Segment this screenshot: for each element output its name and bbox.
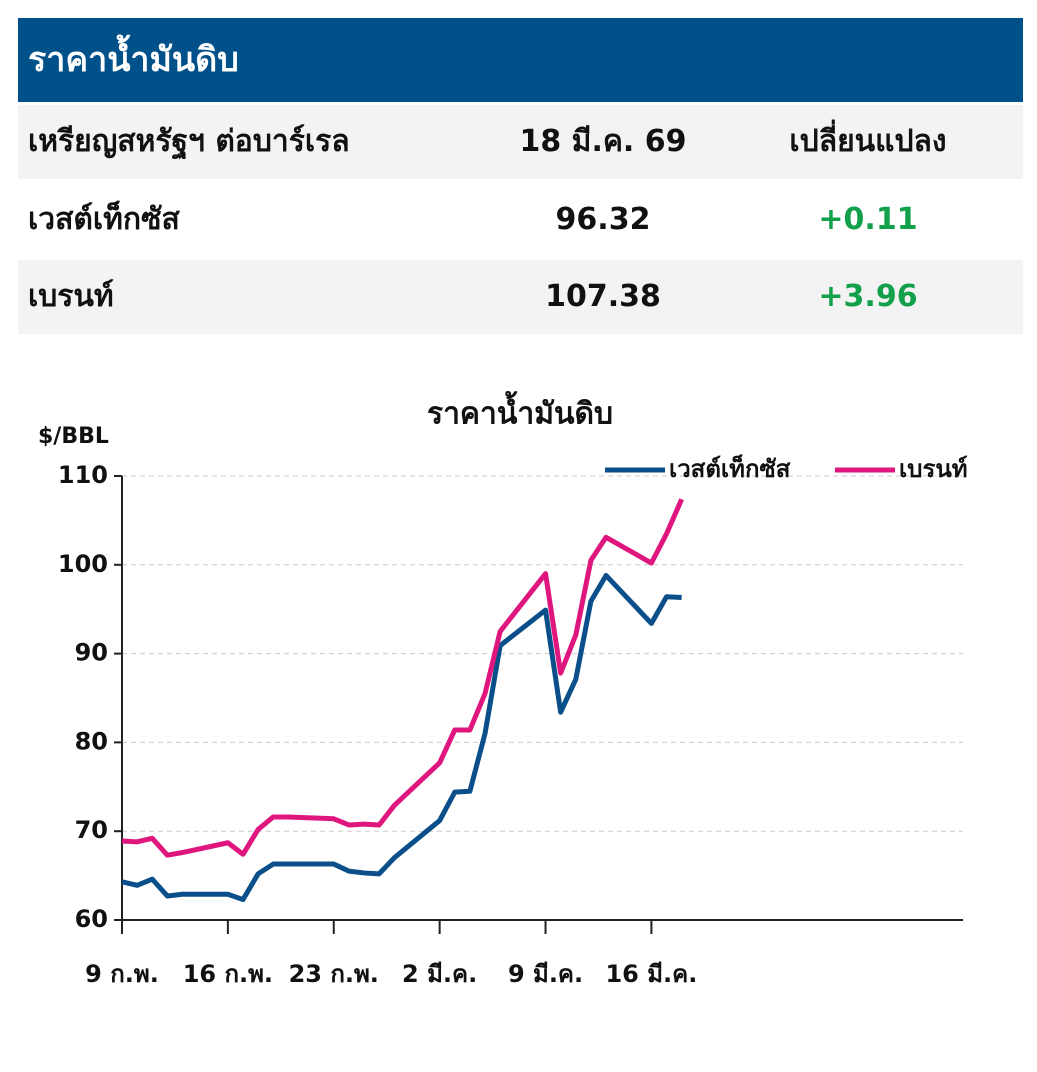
x-tick-label: 23 ก.พ. (289, 960, 379, 988)
chart-title: ราคาน้ำมันดิบ (427, 391, 613, 432)
line (121, 498, 684, 858)
legend-label: เวสต์เท็กซัส (669, 454, 791, 483)
chart: ราคาน้ำมันดิบ $/BBL 60 70 80 90 100 110 9 ก.พ.… (38, 391, 968, 989)
cell: 107.38 (545, 279, 661, 314)
x-tick-label: 16 มี.ค. (605, 960, 697, 988)
table-title: ราคาน้ำมันดิบ (18, 18, 1023, 102)
header-row: เหรียญสหรัฐฯ ต่อบาร์เรล 18 มี.ค. 69 เปลี… (18, 105, 1023, 179)
table-row: เวสต์เท็กซัส 96.32 +0.11 (18, 183, 1023, 257)
header-cell: เปลี่ยนแปลง (789, 124, 947, 159)
y-tick-label: 60 (75, 905, 108, 933)
line (121, 572, 682, 903)
cell: 96.32 (555, 202, 651, 237)
header-cell: เหรียญสหรัฐฯ ต่อบาร์เรล (28, 124, 350, 159)
legend-label: เบรนท์ (899, 455, 968, 483)
y-tick-label: 70 (75, 816, 108, 844)
header-cell: 18 มี.ค. 69 (519, 124, 687, 159)
x-tick-label: 9 มี.ค. (508, 960, 583, 988)
y-tick-label: 80 (75, 727, 108, 755)
y-tick-label: 110 (58, 461, 108, 489)
table-row: เบรนท์ 107.38 +3.96 (18, 260, 1023, 334)
x-tick-label: 2 มี.ค. (402, 960, 477, 988)
y-tick-label: 100 (58, 550, 108, 578)
cell: +0.11 (818, 202, 918, 237)
y-axis-label: $/BBL (38, 424, 109, 449)
y-tick-label: 90 (75, 639, 108, 667)
cell: เวสต์เท็กซัส (28, 202, 180, 237)
cell: เบรนท์ (28, 279, 114, 314)
x-tick-label: 9 ก.พ. (85, 960, 159, 988)
x-tick-label: 16 ก.พ. (183, 960, 273, 988)
cell: +3.96 (818, 279, 918, 314)
